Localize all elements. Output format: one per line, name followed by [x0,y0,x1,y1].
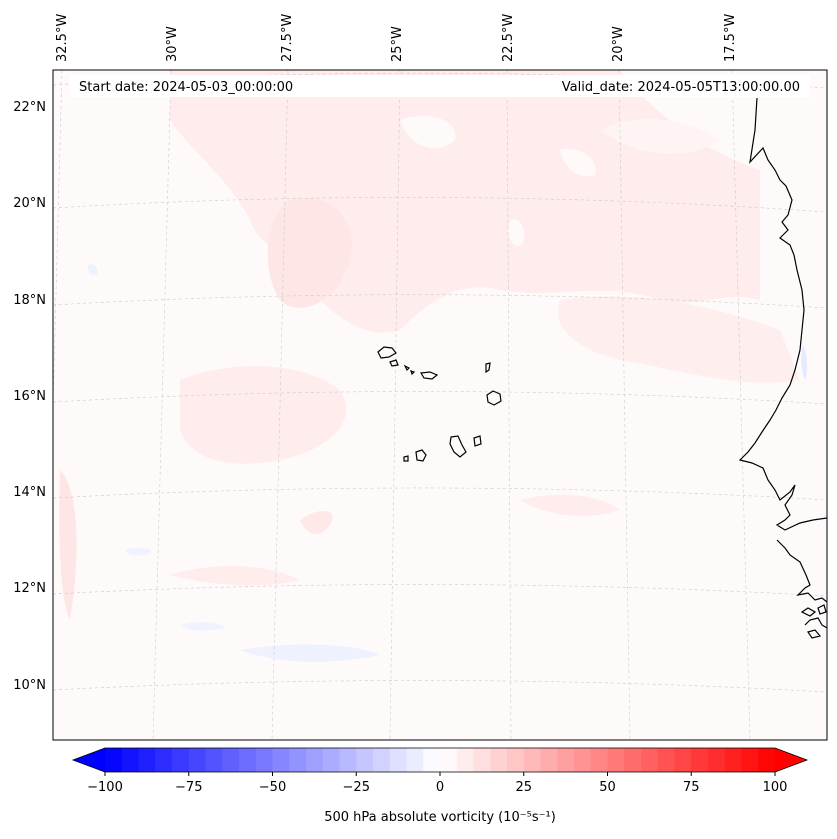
colorbar-segment [590,748,608,772]
colorbar-segment [322,748,340,772]
colorbar-extend-low [73,748,105,772]
colorbar-tick-label: 100 [763,780,788,795]
header-banner [70,75,810,97]
map-panel: Start date: 2024-05-03_00:00:00 Valid_da… [52,69,828,741]
colorbar-segment [674,748,692,772]
colorbar-segment [440,748,458,772]
colorbar-segment [172,748,190,772]
colorbar-segment [389,748,407,772]
colorbar-segment [222,748,240,772]
colorbar-segment [724,748,742,772]
colorbar-tick-label: 50 [599,780,616,795]
colorbar-segment [741,748,759,772]
colorbar-segments [105,748,776,772]
lon-label: 27.5°W [280,14,295,62]
lat-label: 22°N [13,100,46,115]
cape-verde-islands [377,346,502,462]
vorticity-field [53,70,827,740]
valid-date-label: Valid_date: 2024-05-05T13:00:00.00 [562,80,800,95]
colorbar-tick-label: −25 [343,780,370,795]
colorbar-segment [758,748,776,772]
colorbar-label: 500 hPa absolute vorticity (10⁻⁵s⁻¹) [324,810,556,825]
vorticity-patch [300,510,333,535]
vorticity-patch [59,470,77,620]
lon-label: 32.5°W [55,14,70,62]
latitude-labels: 22°N 20°N 18°N 16°N 14°N 12°N 10°N [13,100,46,693]
colorbar-extend-high [775,748,807,772]
colorbar-tick-label: 0 [436,780,444,795]
colorbar-segment [574,748,592,772]
colorbar-tick-label: −75 [175,780,202,795]
colorbar-segment [121,748,139,772]
coastline [738,97,827,639]
colorbar-segment [691,748,709,772]
vorticity-patch [180,366,347,464]
vorticity-patch [170,565,300,586]
lat-label: 20°N [13,196,46,211]
colorbar-tick-label: −50 [259,780,286,795]
colorbar-segment [289,748,307,772]
colorbar-segment [105,748,123,772]
vorticity-negative-patch [87,264,98,276]
lon-label: 30°W [165,26,180,62]
colorbar-segment [523,748,541,772]
colorbar-segment [490,748,508,772]
colorbar-segment [624,748,642,772]
lat-label: 12°N [13,581,46,596]
colorbar-tick-label: 25 [515,780,532,795]
colorbar-segment [255,748,273,772]
vorticity-patch [520,494,620,516]
colorbar-segment [507,748,525,772]
vorticity-negative-patch [180,622,225,631]
vorticity-gap [508,219,525,246]
lon-label: 22.5°W [501,14,516,62]
colorbar-segment [456,748,474,772]
colorbar-segment [607,748,625,772]
longitude-labels: 32.5°W 30°W 27.5°W 25°W 22.5°W 20°W 17.5… [55,14,738,62]
vorticity-negative-patch [125,547,151,556]
colorbar-segment [306,748,324,772]
colorbar-segment [239,748,257,772]
lat-label: 16°N [13,389,46,404]
vorticity-negative-patch [801,345,808,380]
vorticity-patch [600,119,720,154]
colorbar-segment [272,748,290,772]
colorbar-segment [473,748,491,772]
colorbar-segment [205,748,223,772]
colorbar-segment [641,748,659,772]
lon-label: 17.5°W [723,14,738,62]
colorbar-tick-label: 75 [683,780,700,795]
map-frame [52,69,828,741]
colorbar: −100 −75 −50 −25 0 25 50 75 100 500 hPa absolute… [71,747,809,825]
colorbar-segment [188,748,206,772]
vorticity-patch [267,198,352,308]
colorbar-segment [155,748,173,772]
lon-label: 20°W [611,26,626,62]
colorbar-segment [423,748,441,772]
colorbar-tick-label: −100 [87,780,123,795]
colorbar-segment [657,748,675,772]
colorbar-segment [406,748,424,772]
lon-label: 25°W [390,26,405,62]
lat-label: 10°N [13,678,46,693]
colorbar-segment [339,748,357,772]
vorticity-gap [560,149,596,177]
vorticity-negative-patch [240,644,380,662]
vorticity-patch [558,296,800,383]
colorbar-segment [138,748,156,772]
colorbar-ticks: −100 −75 −50 −25 0 25 50 75 100 [87,772,787,795]
colorbar-segment [708,748,726,772]
colorbar-segment [356,748,374,772]
vorticity-gap [400,116,456,149]
start-date-label: Start date: 2024-05-03_00:00:00 [79,80,293,95]
lat-label: 18°N [13,293,46,308]
colorbar-segment [373,748,391,772]
colorbar-segment [540,748,558,772]
lat-label: 14°N [13,485,46,500]
colorbar-segment [557,748,575,772]
